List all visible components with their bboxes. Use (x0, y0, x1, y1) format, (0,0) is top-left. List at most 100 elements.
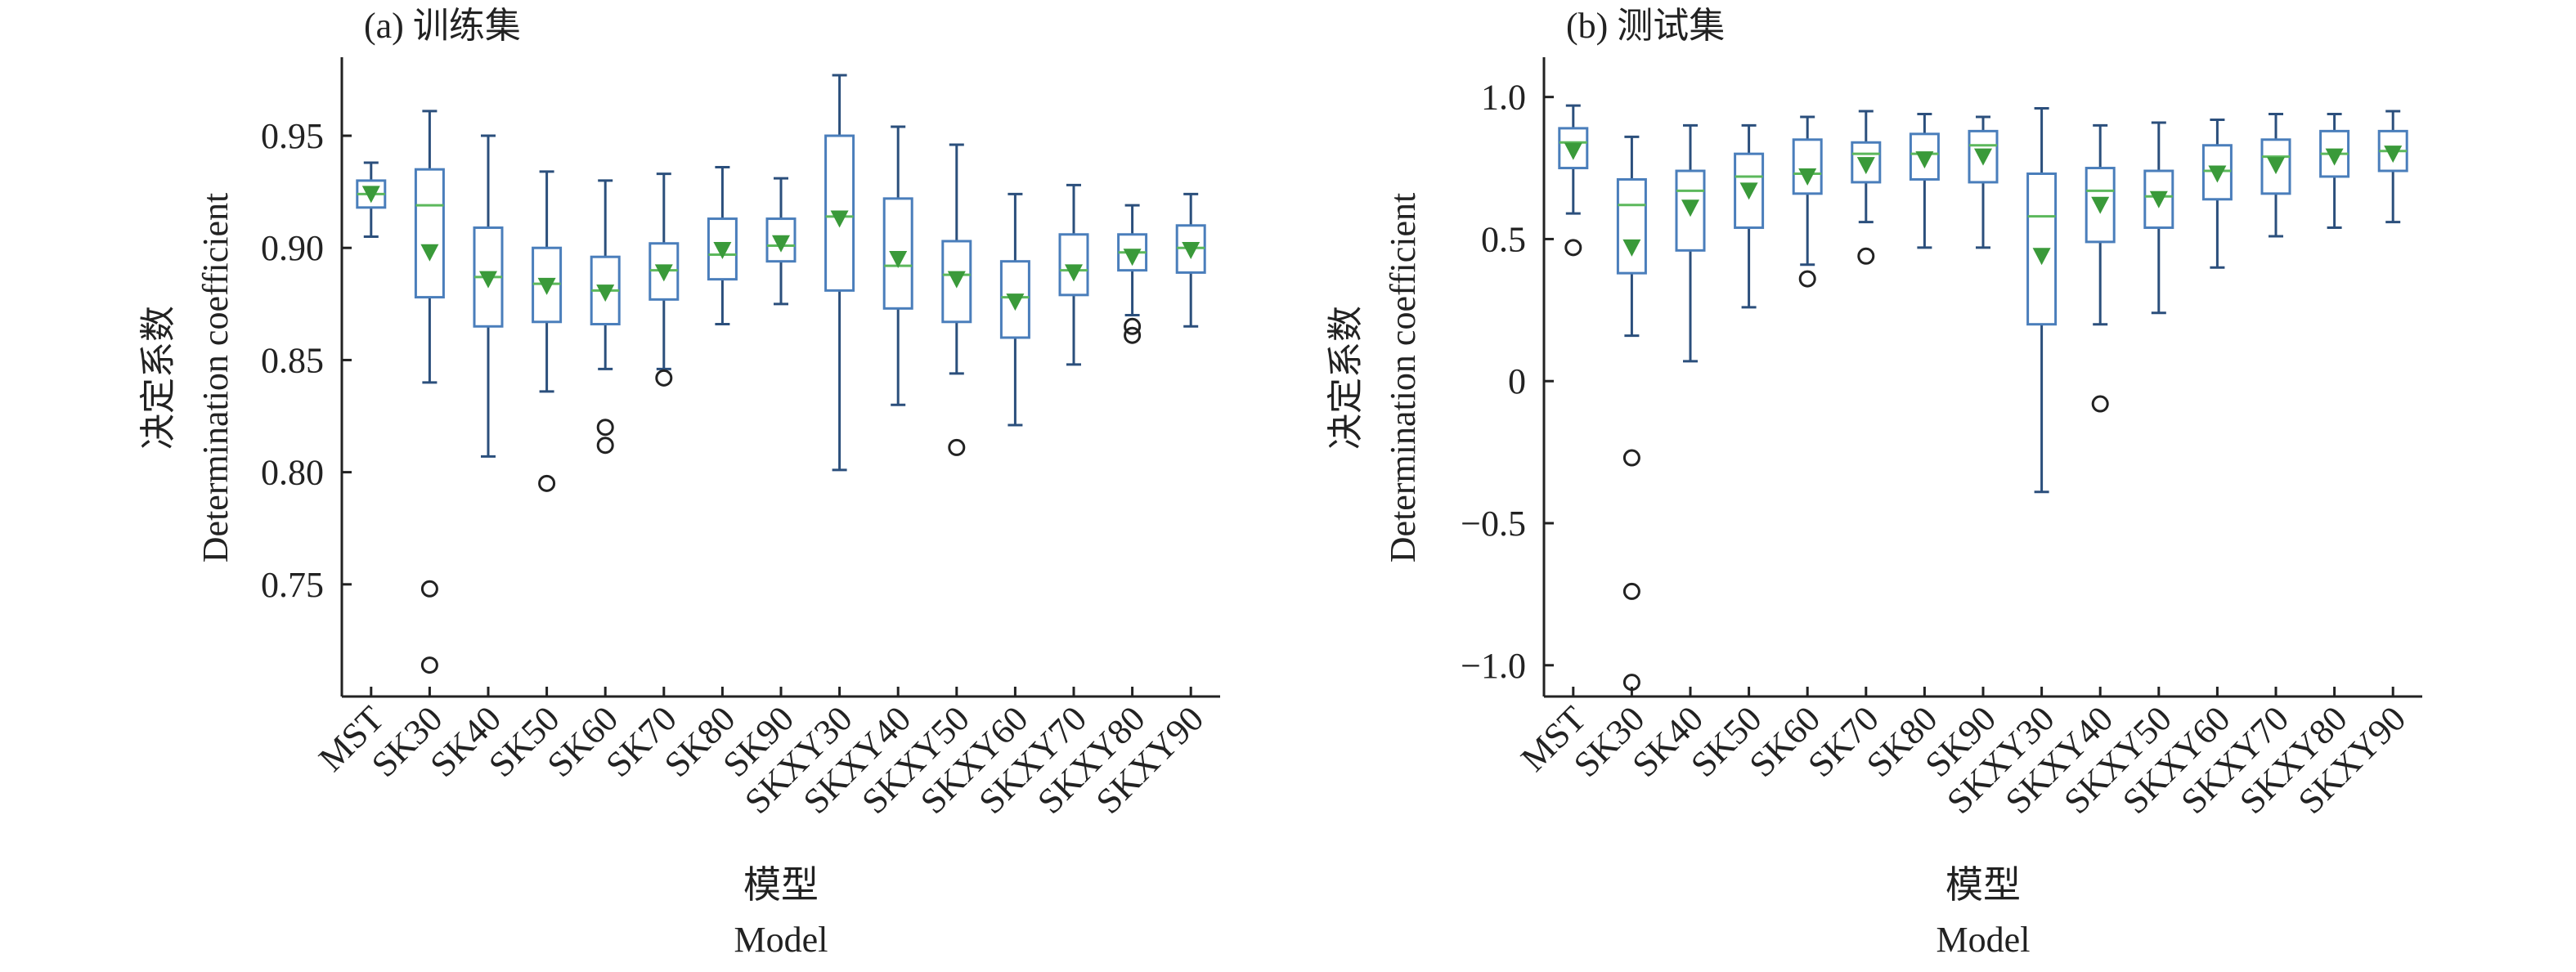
box-SKXY50 (941, 143, 972, 456)
iqr-box (2260, 138, 2291, 195)
mean-marker (537, 277, 556, 295)
x-axis-label-cn-train: 模型 (743, 864, 819, 906)
outlier-point (655, 369, 673, 387)
mean-marker (713, 241, 732, 259)
iqr-box (941, 240, 972, 324)
box-SK70 (648, 172, 680, 387)
mean-marker (1622, 239, 1641, 257)
mean-marker (1974, 148, 1992, 166)
box-SK30 (414, 110, 445, 674)
box-SKXY30 (2026, 107, 2058, 494)
iqr-box (414, 168, 445, 299)
panel-title-test: (b) 测试集 (1566, 6, 1725, 46)
box-SK70 (1851, 110, 1882, 265)
outlier-point (1564, 239, 1582, 257)
box-SK90 (1968, 115, 1999, 249)
mean-marker (772, 235, 790, 253)
mean-marker (2384, 146, 2403, 163)
mean-marker (1681, 199, 1699, 217)
mean-marker (1123, 249, 1142, 267)
panel-title-train: (a) 训练集 (364, 6, 521, 46)
iqr-box (882, 197, 913, 310)
iqr-box (2201, 144, 2233, 201)
mean-marker (654, 264, 673, 282)
box-SK40 (473, 134, 504, 458)
box-SKXY60 (999, 192, 1030, 427)
box-SK90 (765, 177, 797, 306)
mean-marker (1564, 142, 1582, 160)
mean-marker (2267, 157, 2285, 175)
mean-marker (2091, 196, 2110, 214)
box-SK50 (532, 170, 563, 492)
box-SK60 (1792, 115, 1823, 288)
box-SKXY90 (2377, 110, 2408, 224)
outlier-point (1857, 247, 1875, 265)
box-SKXY70 (2260, 113, 2291, 238)
y-tick-label: 0.80 (261, 453, 324, 493)
mean-marker (1182, 241, 1200, 259)
y-tick-label: −1.0 (1461, 646, 1526, 686)
box-SKXY60 (2201, 118, 2233, 269)
mean-marker (1798, 168, 1817, 186)
y-axis-label-en-test: Determination coefficient (1383, 193, 1423, 562)
y-tick-label: 0.90 (261, 228, 324, 268)
y-tick-label: 0.5 (1481, 219, 1526, 259)
mean-marker (889, 250, 908, 268)
outlier-point (596, 419, 614, 437)
outlier-point (1798, 270, 1816, 288)
plot-area-train: 0.750.800.850.900.95MSTSK30SK40SK50SK60S… (261, 57, 1220, 822)
outlier-point (948, 438, 966, 456)
mean-marker (596, 284, 615, 302)
mean-marker (947, 271, 966, 289)
chart-panel-test: (b) 测试集 决定系数 Determination coefficient 模… (1326, 6, 2422, 960)
box-MST (356, 161, 387, 239)
box-SK60 (590, 179, 621, 455)
mean-marker (1856, 157, 1875, 175)
box-SK50 (1734, 123, 1765, 309)
x-axis-label-en-test: Model (1936, 920, 2031, 960)
x-axis-label-cn-test: 模型 (1945, 864, 2021, 906)
chart-panel-train: (a) 训练集 决定系数 Determination coefficient 模… (138, 6, 1220, 960)
y-tick-label: 0.85 (261, 340, 324, 380)
y-axis-label-en-train: Determination coefficient (195, 193, 236, 562)
outlier-point (1124, 326, 1142, 344)
box-SKXY80 (1117, 204, 1148, 344)
x-axis-label-en-train: Model (734, 920, 828, 960)
box-SK30 (1616, 135, 1647, 692)
iqr-box (2085, 167, 2116, 244)
mean-marker (1739, 182, 1758, 200)
box-SKXY70 (1058, 183, 1089, 366)
mean-marker (830, 210, 849, 228)
mean-marker (1006, 293, 1025, 311)
box-SKXY30 (824, 74, 855, 472)
outlier-point (420, 580, 438, 598)
mean-marker (1915, 151, 1934, 169)
mean-marker (1065, 264, 1083, 282)
mean-marker (420, 244, 439, 262)
y-tick-label: 0.75 (261, 565, 324, 605)
outlier-point (596, 437, 614, 455)
box-SKXY90 (1175, 192, 1206, 328)
mean-marker (479, 271, 497, 289)
box-SKXY40 (2085, 123, 2116, 413)
box-SK80 (1909, 113, 1940, 249)
outlier-point (1622, 582, 1640, 600)
mean-marker (2149, 190, 2168, 208)
box-MST (1558, 104, 1589, 257)
box-SKXY40 (882, 125, 913, 406)
outlier-point (1622, 674, 1640, 692)
y-tick-label: 1.0 (1481, 78, 1526, 118)
outlier-point (420, 656, 438, 674)
y-tick-label: 0.95 (261, 116, 324, 156)
y-tick-label: −0.5 (1461, 504, 1526, 544)
outlier-point (1622, 449, 1640, 467)
outlier-point (2091, 395, 2109, 413)
plot-area-test: −1.0−0.500.51.0MSTSK30SK40SK50SK60SK70SK… (1461, 57, 2422, 822)
box-SKXY80 (2319, 113, 2350, 230)
box-SK40 (1675, 123, 1706, 363)
mean-marker (2325, 148, 2344, 166)
iqr-box (1616, 177, 1647, 275)
mean-marker (361, 186, 380, 204)
box-SKXY50 (2143, 121, 2174, 315)
